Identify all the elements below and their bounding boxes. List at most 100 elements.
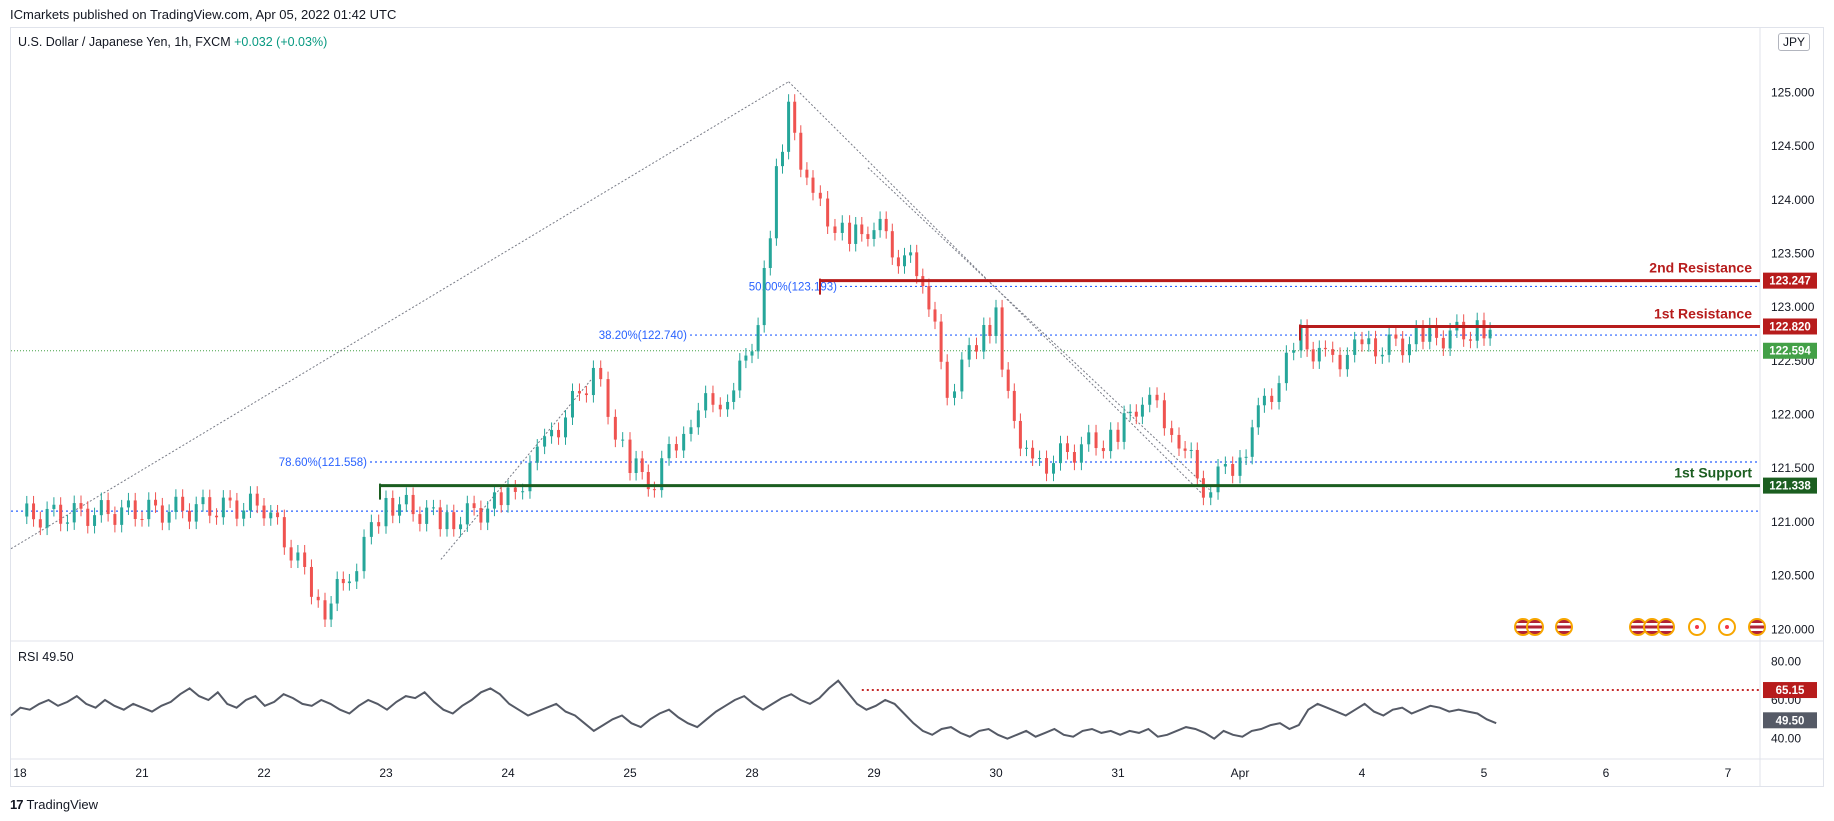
candle-body <box>960 359 964 392</box>
candle-body <box>833 226 837 233</box>
rsi-legend: RSI 49.50 <box>18 650 74 664</box>
candle-body <box>848 222 852 244</box>
trend-line <box>10 81 789 550</box>
last-price-text: 122.594 <box>1769 346 1811 358</box>
candle-body <box>1244 456 1248 458</box>
candle-body <box>289 547 293 561</box>
candle-body <box>154 499 158 506</box>
rsi-level-tag <box>1763 682 1817 699</box>
tradingview-logo-icon: 17 <box>10 797 24 812</box>
candle-body <box>1189 449 1193 451</box>
candle-body <box>362 536 366 572</box>
candle-body <box>953 391 957 398</box>
rsi-tick-label: 80.00 <box>1771 654 1801 668</box>
candle-body <box>1025 447 1028 449</box>
candle-body <box>38 519 42 528</box>
candle-body <box>982 325 986 352</box>
candle-body <box>1262 395 1266 406</box>
candle-body <box>140 519 144 521</box>
candle-body <box>1360 339 1364 345</box>
jp-event-icon[interactable] <box>1688 618 1706 636</box>
price-tick-label: 120.500 <box>1771 569 1815 583</box>
candle-body <box>704 393 708 411</box>
price-tick-label: 124.000 <box>1771 193 1815 207</box>
candle-body <box>909 252 913 256</box>
candle-body <box>1183 448 1187 451</box>
candle-body <box>535 446 539 463</box>
candle-body <box>398 504 402 516</box>
candle-body <box>329 603 333 620</box>
candle-body <box>1292 350 1296 353</box>
candle-body <box>126 500 130 508</box>
time-tick-label: 21 <box>135 766 149 780</box>
candle-body <box>1079 444 1083 463</box>
candle-body <box>646 472 650 490</box>
sr-level-label: 1st Support <box>1674 465 1752 481</box>
candle-body <box>1441 337 1445 349</box>
time-tick-label: 24 <box>501 766 515 780</box>
candle-body <box>890 231 894 258</box>
us-flag-event-icon[interactable] <box>1657 618 1675 636</box>
candle-body <box>391 497 395 516</box>
footer: 17 TradingView <box>10 797 98 812</box>
time-tick-label: 6 <box>1603 766 1610 780</box>
candle-body <box>32 503 36 520</box>
candle-body <box>1338 354 1342 370</box>
candle-body <box>181 496 185 511</box>
candle-body <box>1094 432 1098 449</box>
us-flag-event-icon[interactable] <box>1748 618 1766 636</box>
candle-body <box>1231 464 1235 476</box>
candle-body <box>1155 394 1159 401</box>
candle-body <box>634 458 638 473</box>
candle-body <box>303 552 307 567</box>
rsi-tick-label: 40.00 <box>1771 732 1801 746</box>
candle-body <box>866 234 870 239</box>
candle-body <box>768 238 772 268</box>
candle-body <box>452 512 456 530</box>
time-tick-label: 31 <box>1111 766 1125 780</box>
candle-body <box>927 286 931 310</box>
candle-body <box>465 503 469 525</box>
candle-body <box>235 500 239 519</box>
candle-body <box>72 503 76 523</box>
rsi-current-text: 49.50 <box>1776 715 1805 727</box>
currency-badge[interactable]: JPY <box>1778 33 1811 51</box>
jp-event-icon[interactable] <box>1718 618 1736 636</box>
candle-body <box>994 307 998 336</box>
us-flag-event-icon[interactable] <box>1555 618 1573 636</box>
candle-body <box>1087 432 1091 445</box>
candle-body <box>774 166 778 239</box>
price-tick-label: 124.500 <box>1771 139 1815 153</box>
candle-body <box>282 517 286 548</box>
candle-body <box>1065 443 1069 453</box>
rsi-current-tag <box>1763 712 1817 729</box>
candle-body <box>1380 354 1384 357</box>
sr-value-text: 122.820 <box>1769 321 1811 333</box>
candle-body <box>939 321 943 362</box>
candle-body <box>1101 448 1105 452</box>
candle-body <box>316 596 320 601</box>
candle-body <box>160 505 164 523</box>
candle-body <box>1031 447 1035 459</box>
candle-body <box>1428 325 1432 342</box>
candle-body <box>1250 427 1254 457</box>
last-price-tag <box>1763 342 1817 359</box>
trend-line <box>440 376 594 560</box>
candle-body <box>492 492 496 509</box>
candle-body <box>215 515 219 518</box>
us-flag-event-icon[interactable] <box>1526 618 1544 636</box>
candle-body <box>732 390 736 402</box>
candle-body <box>1134 411 1138 417</box>
candle-body <box>988 325 992 336</box>
candle-body <box>840 222 844 233</box>
candle-body <box>811 177 815 193</box>
candle-body <box>738 360 742 391</box>
candle-body <box>52 504 56 509</box>
fib-level-label: 78.60%(121.558) <box>279 457 367 469</box>
candle-body <box>486 508 490 523</box>
sr-value-tag <box>1763 318 1817 335</box>
candle-body <box>479 508 483 523</box>
candle-body <box>276 512 280 518</box>
candle-body <box>750 351 754 356</box>
